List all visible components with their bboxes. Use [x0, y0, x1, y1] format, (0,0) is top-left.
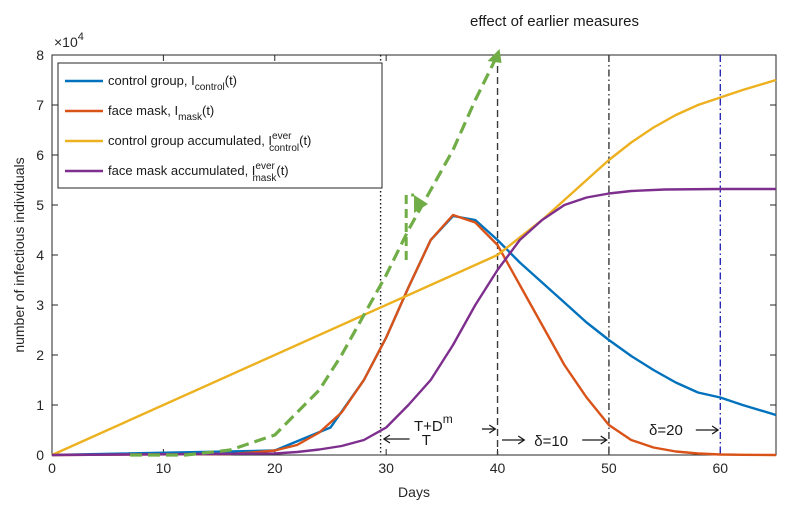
- legend-suffix: (t): [299, 133, 311, 148]
- t-label: T: [422, 432, 431, 449]
- y-exponent-base: ×10: [54, 34, 78, 50]
- legend-sub: control: [269, 143, 299, 154]
- legend-entry-2: control group accumulated, Iever control(…: [108, 131, 311, 154]
- series-line-1: [51, 213, 777, 457]
- td-label-text: T+D: [414, 418, 443, 435]
- legend-name: face mask accumulated, I: [108, 163, 255, 178]
- legend-entry-0: control group, Icontrol(t): [108, 73, 237, 93]
- legend-sub: control: [195, 82, 225, 93]
- delta20-label: δ=20: [649, 422, 683, 439]
- legend-entry-1: face mask, Imask(t): [108, 103, 214, 123]
- y-tick-label: 7: [36, 97, 44, 113]
- delta10-right-arrow-head: [600, 435, 608, 445]
- y-tick-label: 1: [36, 397, 44, 413]
- legend-name: control group accumulated, I: [108, 133, 272, 148]
- x-tick-label: 10: [156, 460, 172, 476]
- y-tick-label: 4: [36, 247, 44, 263]
- x-tick-label: 50: [601, 460, 617, 476]
- legend-suffix: (t): [225, 73, 237, 88]
- x-tick-label: 30: [378, 460, 394, 476]
- y-tick-label: 0: [36, 447, 44, 463]
- td-label-sup: m: [443, 412, 453, 426]
- series-lines: [51, 54, 777, 457]
- legend-name: control group, I: [108, 73, 195, 88]
- x-tick-label: 20: [267, 460, 283, 476]
- delta10-label: δ=10: [534, 433, 568, 450]
- td-arrow-head: [488, 424, 497, 434]
- effect-label: effect of earlier measures: [470, 13, 639, 30]
- y-tick-label: 8: [36, 47, 44, 63]
- t-arrow-head: [382, 434, 391, 444]
- delta20-arrow-head: [711, 425, 720, 435]
- y-tick-label: 6: [36, 147, 44, 163]
- legend-suffix: (t): [276, 163, 288, 178]
- y-tick-label: 3: [36, 297, 44, 313]
- series-line-4: [130, 54, 499, 457]
- legend-name: face mask, I: [108, 103, 178, 118]
- reference-lines: [379, 55, 722, 455]
- effect-arrow-head: [487, 49, 502, 63]
- legend-box: [57, 62, 383, 189]
- x-axis-title: Days: [398, 484, 430, 500]
- legend-sub: mask: [178, 112, 203, 123]
- delta10-left-arrow-head: [517, 435, 526, 445]
- peak-shift-arrow-head: [414, 195, 429, 213]
- x-tick-label: 0: [48, 460, 56, 476]
- td-label: T+Dm: [414, 412, 453, 435]
- legend-entry-3: face mask accumulated, Iever mask(t): [108, 161, 289, 184]
- legend-sup: ever: [272, 131, 292, 142]
- peak-shift-arrow-line: [404, 193, 414, 260]
- series-line-3: [51, 187, 776, 457]
- y-tick-label: 5: [36, 197, 44, 213]
- series-line-2: [51, 78, 777, 457]
- annotations: effect of earlier measures T+DmT δ=10 δ=20: [382, 13, 720, 450]
- legend-sub: mask: [252, 173, 277, 184]
- x-tick-label: 60: [713, 460, 729, 476]
- x-tick-label: 40: [490, 460, 506, 476]
- y-exponent-power: 4: [78, 31, 84, 43]
- y-tick-label: 2: [36, 347, 44, 363]
- legend-suffix: (t): [202, 103, 214, 118]
- legend: control group, Icontrol(t)face mask, Ima…: [57, 62, 383, 189]
- y-exponent-label: ×104: [54, 31, 84, 50]
- legend-sup: ever: [255, 161, 275, 172]
- y-axis-title: number of infectious individuals: [11, 157, 27, 352]
